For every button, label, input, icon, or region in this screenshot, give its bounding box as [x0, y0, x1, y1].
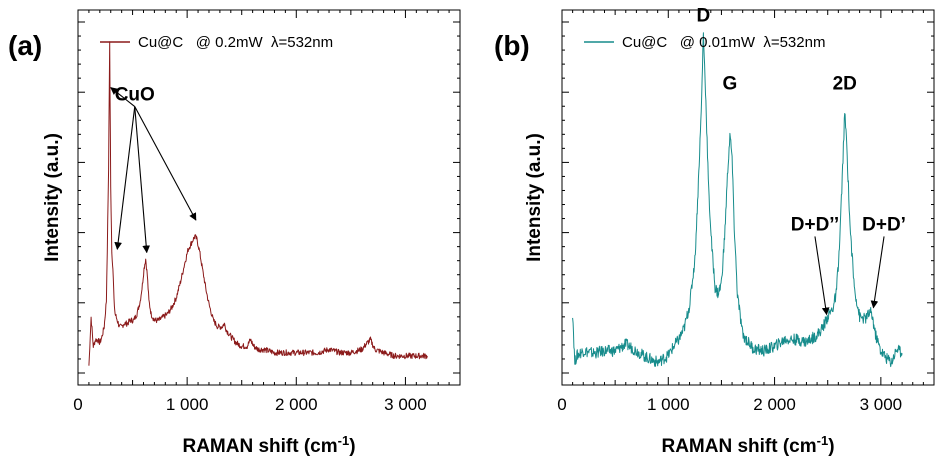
legend-label: Cu@C @ 0.01mW λ=532nm: [622, 34, 825, 51]
annotation-arrow: [814, 236, 830, 316]
x-axis-title-sup: -1: [817, 433, 829, 448]
x-tick-label: 2 000: [275, 395, 318, 414]
x-tick-label: 1 000: [647, 395, 690, 414]
panel-label: (b): [494, 30, 530, 61]
annotation-label: G: [723, 74, 738, 95]
annotation-arrow: [134, 106, 151, 254]
x-axis-title-main: RAMAN shift (cm: [661, 436, 816, 457]
series-line: [88, 41, 428, 366]
annotation-label: D: [696, 5, 710, 26]
x-axis-title: RAMAN shift (cm-1): [182, 433, 355, 457]
legend-label: Cu@C @ 0.2mW λ=532nm: [138, 34, 333, 51]
annotation-arrow: [134, 106, 197, 221]
annotation-arrow: [870, 236, 885, 309]
y-axis-title: Intensity (a.u.): [524, 133, 545, 262]
annotation-label: D+D’: [862, 214, 906, 235]
annotation-label: CuO: [115, 85, 155, 106]
x-tick-label: 3 000: [384, 395, 427, 414]
plot-frame: [561, 9, 935, 386]
plot-frame: [77, 9, 461, 386]
series-line: [572, 32, 903, 368]
annotation-arrow: [114, 106, 136, 250]
x-axis-title-suffix: ): [828, 436, 834, 457]
panel-b: 0 1 000 2 000 3 000 RAMAN shift (cm-1) Intens…: [494, 5, 935, 457]
x-axis-title-sup: -1: [338, 433, 350, 448]
x-tick-label: 3 000: [860, 395, 903, 414]
x-axis-title-main: RAMAN shift (cm: [182, 436, 337, 457]
x-tick-label: 0: [557, 395, 566, 414]
x-tick-label: 2 000: [753, 395, 796, 414]
panel-a: 0 1 000 2 000 3 000 RAMAN shift (cm-1) Intens…: [8, 9, 461, 457]
annotation-label: 2D: [833, 74, 857, 95]
annotation-arrow: [110, 87, 136, 107]
y-axis-title: Intensity (a.u.): [42, 133, 63, 262]
annotation-label: D+D’’: [791, 214, 839, 235]
x-axis-title: RAMAN shift (cm-1): [661, 433, 834, 457]
x-axis-title-suffix: ): [349, 436, 355, 457]
x-tick-label: 1 000: [166, 395, 209, 414]
panel-label: (a): [8, 30, 42, 61]
x-tick-label: 0: [73, 395, 82, 414]
